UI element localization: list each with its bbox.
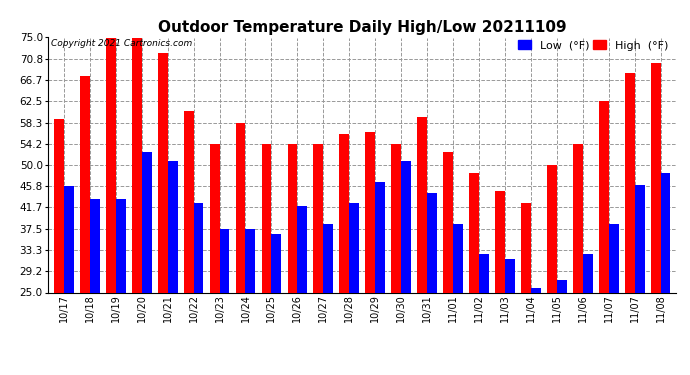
Bar	[288, 144, 297, 292]
Bar	[557, 280, 566, 292]
Bar	[625, 73, 635, 292]
Bar	[453, 224, 463, 292]
Bar	[401, 161, 411, 292]
Bar	[132, 38, 141, 292]
Bar	[235, 123, 246, 292]
Bar	[495, 190, 505, 292]
Bar	[271, 234, 282, 292]
Bar	[80, 76, 90, 292]
Bar	[106, 38, 116, 292]
Bar	[210, 144, 219, 292]
Bar	[349, 203, 359, 292]
Bar	[573, 144, 583, 292]
Bar	[194, 203, 204, 292]
Bar	[219, 229, 229, 292]
Bar	[609, 224, 619, 292]
Bar	[505, 260, 515, 292]
Bar	[168, 161, 177, 292]
Bar	[64, 186, 74, 292]
Bar	[158, 53, 168, 292]
Bar	[90, 199, 99, 292]
Bar	[391, 144, 401, 292]
Bar	[531, 288, 541, 292]
Bar	[297, 206, 307, 292]
Bar	[521, 203, 531, 292]
Bar	[262, 144, 271, 292]
Bar	[184, 111, 194, 292]
Bar	[324, 224, 333, 292]
Bar	[339, 134, 349, 292]
Bar	[635, 185, 644, 292]
Bar	[366, 132, 375, 292]
Bar	[116, 199, 126, 292]
Bar	[599, 101, 609, 292]
Bar	[246, 229, 255, 292]
Text: Copyright 2021 Cartronics.com: Copyright 2021 Cartronics.com	[52, 39, 193, 48]
Bar	[547, 165, 557, 292]
Bar	[313, 144, 324, 292]
Title: Outdoor Temperature Daily High/Low 20211109: Outdoor Temperature Daily High/Low 20211…	[158, 20, 566, 35]
Legend: Low  (°F), High  (°F): Low (°F), High (°F)	[515, 38, 671, 53]
Bar	[443, 152, 453, 292]
Bar	[54, 119, 64, 292]
Bar	[660, 172, 671, 292]
Bar	[651, 63, 660, 292]
Bar	[375, 182, 385, 292]
Bar	[141, 152, 152, 292]
Bar	[427, 193, 437, 292]
Bar	[469, 172, 479, 292]
Bar	[479, 254, 489, 292]
Bar	[583, 254, 593, 292]
Bar	[417, 117, 427, 292]
